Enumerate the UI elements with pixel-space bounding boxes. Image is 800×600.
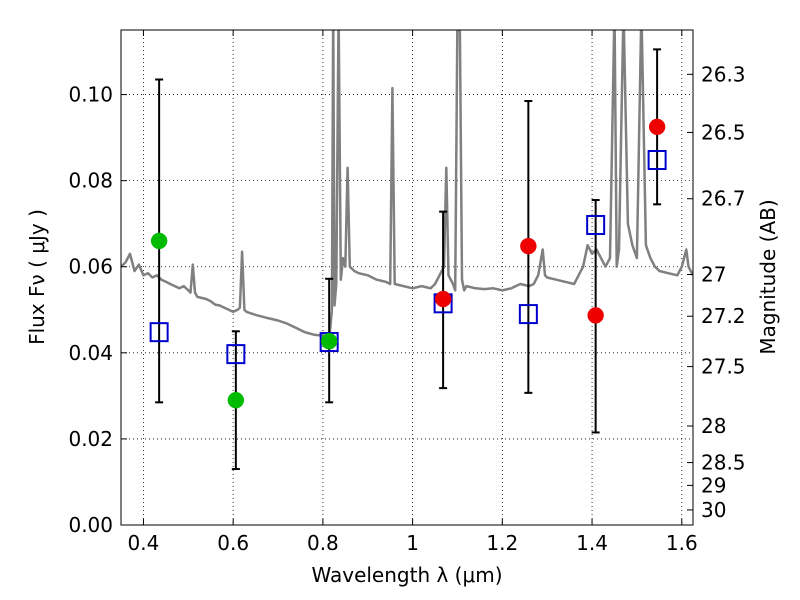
data-point-circle — [587, 307, 604, 324]
right-tick-label: 28 — [701, 414, 726, 438]
right-tick-label: 26.3 — [701, 62, 746, 86]
data-point-circle — [320, 332, 338, 350]
grid — [121, 30, 693, 525]
x-tick-label: 1 — [406, 531, 419, 555]
x-tick-label: 1.6 — [666, 531, 698, 555]
x-tick-label: 0.4 — [128, 531, 160, 555]
right-tick-label: 29 — [701, 473, 726, 497]
x-axis-label: Wavelength λ (μm) — [311, 563, 502, 587]
data-point-circle — [434, 290, 452, 308]
y-axis-right-label: Magnitude (AB) — [756, 199, 780, 354]
y-tick-label: 0.02 — [68, 427, 113, 451]
data-point-circle — [227, 391, 245, 409]
data-point-square — [149, 322, 169, 343]
right-tick-label: 28.5 — [701, 451, 746, 475]
right-tick-label: 26.5 — [701, 120, 746, 144]
spectrum-line — [121, 30, 693, 338]
spectrum-layer — [121, 30, 693, 338]
right-tick-label: 27.2 — [701, 304, 746, 328]
right-tick-label: 27 — [701, 262, 726, 286]
data-point-circle — [520, 237, 537, 255]
right-tick-label: 30 — [701, 498, 726, 522]
y-tick-label: 0.06 — [68, 255, 113, 279]
marker-layer — [149, 118, 667, 409]
right-tick-label: 27.5 — [701, 355, 746, 379]
y-tick-label: 0.10 — [68, 83, 113, 107]
data-point-square — [226, 344, 246, 365]
plot-frame — [120, 29, 694, 526]
x-tick-label: 1.4 — [576, 531, 608, 555]
data-point-circle — [648, 118, 666, 136]
plot-background — [121, 30, 693, 525]
data-point-square — [586, 214, 606, 235]
data-point-square — [647, 149, 667, 170]
x-tick-label: 1.2 — [486, 531, 518, 555]
y-tick-label: 0.08 — [68, 169, 113, 193]
y-tick-label: 0.04 — [68, 341, 113, 365]
data-point-square — [518, 304, 538, 325]
right-tick-label: 26.7 — [701, 187, 746, 211]
x-tick-label: 0.8 — [307, 531, 339, 555]
y-tick-label: 0.00 — [68, 513, 113, 537]
x-tick-label: 0.6 — [217, 531, 249, 555]
tick-layer: 0.4 0.6 0.8 1 1.2 1.4 1.6 0.00 0.02 0.04 0.06 0.08 0… — [68, 30, 746, 555]
data-point-circle — [150, 232, 168, 250]
y-axis-label: Flux Fν ( μJy ) — [25, 209, 49, 345]
